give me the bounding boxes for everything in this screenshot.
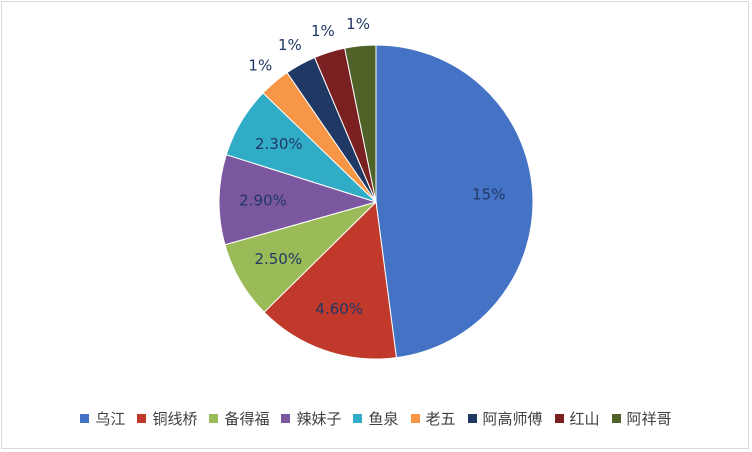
data-label-4: 2.90% bbox=[239, 191, 287, 209]
data-label-5: 2.30% bbox=[255, 135, 303, 153]
legend-swatch bbox=[611, 414, 621, 423]
legend-item-9: 阿祥哥 bbox=[611, 408, 672, 429]
legend-item-7: 阿高师傅 bbox=[467, 408, 543, 429]
legend-item-6: 老五 bbox=[410, 408, 456, 429]
legend-item-8: 红山 bbox=[554, 408, 600, 429]
legend-label: 备得福 bbox=[224, 410, 270, 428]
data-label-7: 1% bbox=[278, 36, 302, 54]
legend-swatch bbox=[410, 414, 420, 423]
legend-item-3: 备得福 bbox=[209, 408, 269, 429]
data-label-6: 1% bbox=[248, 56, 272, 74]
legend-label: 辣妹子 bbox=[296, 410, 342, 428]
legend-label: 铜线桥 bbox=[152, 410, 198, 428]
data-label-2: 4.60% bbox=[315, 300, 363, 318]
legend-item-1: 乌江 bbox=[80, 408, 125, 429]
data-label-8: 1% bbox=[311, 22, 335, 40]
legend-label: 老五 bbox=[425, 410, 456, 428]
legend-swatch bbox=[80, 414, 90, 423]
legend-label: 阿祥哥 bbox=[626, 410, 672, 428]
legend-swatch bbox=[281, 414, 291, 423]
legend-label: 阿高师傅 bbox=[482, 410, 543, 428]
pie-slice-9 bbox=[344, 44, 377, 203]
legend-label: 红山 bbox=[569, 410, 600, 428]
pie-slice-1 bbox=[375, 44, 534, 359]
legend-swatch bbox=[209, 414, 219, 423]
legend-label: 鱼泉 bbox=[368, 410, 399, 428]
legend: 乌江 铜线桥 备得福 辣妹子 鱼泉 老五 阿高师傅 红山 阿祥哥 bbox=[0, 408, 752, 429]
legend-swatch bbox=[554, 414, 564, 423]
data-label-3: 2.50% bbox=[254, 250, 302, 268]
legend-item-5: 鱼泉 bbox=[353, 408, 399, 429]
legend-swatch bbox=[137, 414, 147, 423]
pie-slice-4 bbox=[218, 154, 378, 246]
legend-label: 乌江 bbox=[95, 410, 126, 428]
legend-item-2: 铜线桥 bbox=[137, 408, 197, 429]
data-label-1: 15% bbox=[472, 186, 505, 204]
legend-swatch bbox=[467, 414, 477, 423]
legend-item-4: 辣妹子 bbox=[281, 408, 341, 429]
pie-slice-2 bbox=[263, 200, 397, 360]
legend-swatch bbox=[353, 414, 363, 423]
data-label-9: 1% bbox=[346, 15, 370, 33]
